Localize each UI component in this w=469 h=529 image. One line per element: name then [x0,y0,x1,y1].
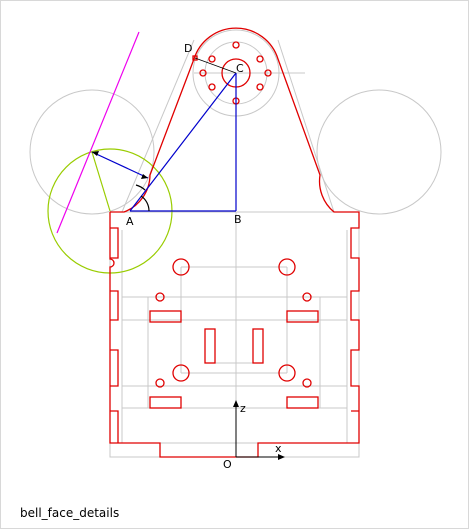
small-hole [302,378,312,388]
bell-outline [109,27,360,458]
bolt-hole [256,83,264,91]
bolt-hole [208,83,216,91]
bolt-hole [232,41,240,49]
small-hole [155,378,165,388]
bolt-hole [199,69,207,77]
body-construction-box [109,211,360,458]
left-construction-circle [29,89,155,215]
label-x: x [275,442,282,455]
label-o: O [223,458,232,471]
left-notches [110,227,119,443]
bolt-hole [208,55,216,63]
z-arrowhead [233,400,239,407]
large-hole [172,364,190,382]
dc-line [194,57,237,74]
bolt-hole [256,55,264,63]
vertical-slot [204,328,216,364]
left-tangent-line [121,39,195,213]
large-hole [172,258,190,276]
label-c: C [236,62,244,75]
angle-arc [135,184,146,191]
label-b: B [234,213,242,226]
slot [286,310,319,323]
arrowhead [141,174,148,179]
small-hole [155,292,165,302]
slot [149,310,182,323]
x-arrowhead [278,454,285,460]
bolt-hole [264,69,272,77]
arrowhead [92,151,99,156]
large-hole [278,364,296,382]
slot [149,396,182,409]
angle-arc [140,195,150,212]
outer-profile [109,27,360,458]
label-d: D [184,42,192,55]
tangent-radius [91,151,111,212]
right-construction-circle [316,89,442,215]
small-hole [302,292,312,302]
right-tangent-line [277,39,335,213]
large-hole [278,258,296,276]
triangle-abc [91,72,237,212]
axes [235,402,282,458]
vertical-slot [252,328,264,364]
side-ac [129,72,237,212]
label-a: A [126,215,134,228]
label-z: z [240,402,246,415]
slot [286,396,319,409]
point-d-marker [192,55,198,61]
caption: bell_face_details [20,506,120,520]
magenta-tangent-line [56,31,140,234]
vector-arrow [91,151,149,179]
